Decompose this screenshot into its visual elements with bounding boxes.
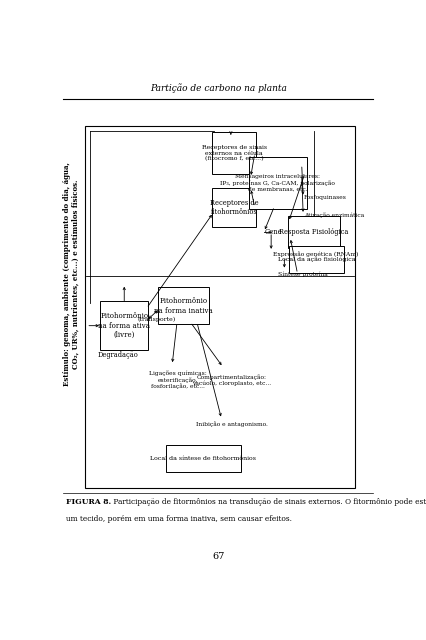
Text: Compartimentalização:
vacúolo, cloroplasto, etc...: Compartimentalização: vacúolo, cloroplas…: [192, 374, 271, 386]
Text: Receptores de sinais
externos na célula
(fitocromo f, etc...): Receptores de sinais externos na célula …: [201, 145, 267, 161]
Text: Fosfoquinases: Fosfoquinases: [304, 195, 347, 200]
Text: Expressão genética (RNAm): Expressão genética (RNAm): [273, 252, 358, 257]
Text: Fitohormônio
na forma ativa
(livre): Fitohormônio na forma ativa (livre): [98, 312, 150, 339]
FancyBboxPatch shape: [166, 445, 241, 472]
Text: Partição de carbono na planta: Partição de carbono na planta: [150, 83, 287, 93]
FancyBboxPatch shape: [158, 287, 209, 324]
Text: 67: 67: [212, 552, 225, 561]
FancyBboxPatch shape: [289, 246, 344, 273]
FancyBboxPatch shape: [249, 157, 307, 209]
FancyBboxPatch shape: [212, 188, 256, 227]
Text: Ligações químicas:
esterificação,
fosforilação, etc...: Ligações químicas: esterificação, fosfor…: [149, 371, 207, 389]
Text: Local da síntese de fitohormônios: Local da síntese de fitohormônios: [150, 456, 256, 461]
Text: Estímulo: genoma, ambiente (comprimento do dia, água,
CO₂, UR%, nutrientes, etc.: Estímulo: genoma, ambiente (comprimento …: [63, 162, 80, 386]
Text: FIGURA 8.: FIGURA 8.: [66, 498, 112, 506]
Text: Mensageiros intracelulares:
IP₃, proteínas G, Ca-CAM, polarização
de membranas, : Mensageiros intracelulares: IP₃, proteín…: [220, 174, 335, 191]
Text: Local da ação fisiológica: Local da ação fisiológica: [278, 256, 355, 262]
FancyBboxPatch shape: [288, 216, 340, 248]
Text: Gene: Gene: [265, 228, 282, 236]
FancyBboxPatch shape: [100, 301, 148, 350]
Text: Resposta Fisiológica: Resposta Fisiológica: [279, 228, 349, 236]
Text: Degradação: Degradação: [97, 351, 138, 359]
Text: Participação de fitormônios na transdução de sinais externos. O fitormônio pode : Participação de fitormônios na transduçã…: [111, 498, 426, 506]
Text: Síntese proteína: Síntese proteína: [278, 271, 328, 276]
Text: Receptores de
fitohormônios: Receptores de fitohormônios: [210, 199, 259, 216]
Text: (transporte): (transporte): [138, 317, 176, 322]
FancyBboxPatch shape: [212, 132, 256, 174]
Text: um tecido, porém em uma forma inativa, sem causar efeitos.: um tecido, porém em uma forma inativa, s…: [66, 515, 293, 524]
Text: Inibição e antagonismo.: Inibição e antagonismo.: [196, 421, 268, 427]
Text: Ativação enzimática: Ativação enzimática: [304, 212, 364, 218]
Text: Fitohormônio
na forma inativa: Fitohormônio na forma inativa: [154, 298, 213, 314]
